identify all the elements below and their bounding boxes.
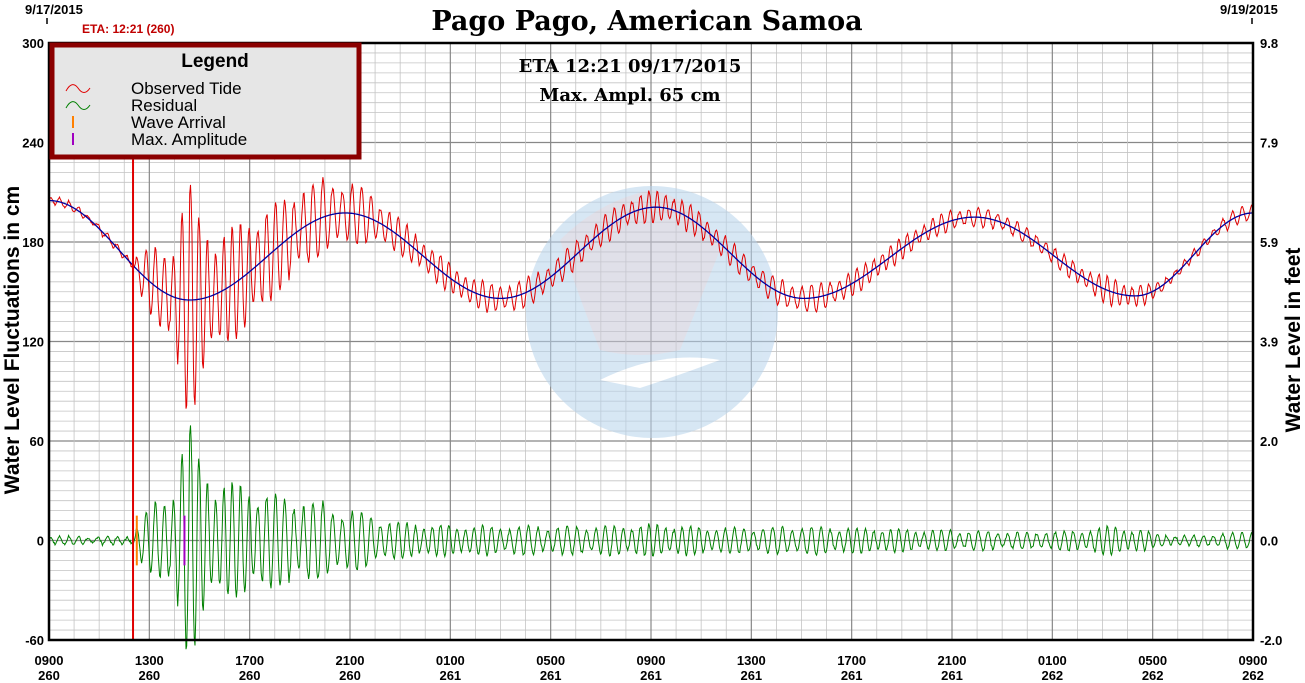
x-tick-time: 0100 bbox=[1038, 653, 1067, 668]
chart-title: Pago Pago, American Samoa bbox=[431, 6, 862, 37]
x-tick-day: 260 bbox=[339, 668, 361, 683]
x-tick-time: 0900 bbox=[35, 653, 64, 668]
right-tick-label: 7.9 bbox=[1260, 136, 1278, 151]
x-tick-day: 262 bbox=[1041, 668, 1063, 683]
legend-observed-tide: Observed Tide bbox=[131, 79, 242, 98]
x-tick-time: 0500 bbox=[1138, 653, 1167, 668]
x-tick-day: 260 bbox=[38, 668, 60, 683]
x-tick-time: 2100 bbox=[336, 653, 365, 668]
x-tick-time: 1700 bbox=[235, 653, 264, 668]
left-tick-label: 0 bbox=[37, 534, 44, 549]
legend-box bbox=[49, 42, 362, 160]
noaa-watermark-logo bbox=[526, 186, 778, 438]
residual-line bbox=[48, 425, 1254, 650]
x-tick-day: 261 bbox=[841, 668, 863, 683]
x-tick-time: 2100 bbox=[938, 653, 967, 668]
left-tick-label: 120 bbox=[22, 335, 44, 350]
legend-wave-arrival: Wave Arrival bbox=[131, 113, 226, 132]
right-tick-label: -2.0 bbox=[1260, 633, 1282, 648]
residual-legend-icon bbox=[65, 101, 91, 110]
legend-title: Legend bbox=[181, 51, 249, 72]
x-tick-day: 261 bbox=[439, 668, 461, 683]
left-tick-label: 60 bbox=[30, 434, 44, 449]
right-tick-label: 9.8 bbox=[1260, 36, 1278, 51]
left-axis-label: Water Level Fluctuations in cm bbox=[1, 186, 24, 494]
x-tick-day: 261 bbox=[540, 668, 562, 683]
observed-tide-legend-icon bbox=[65, 84, 91, 93]
eta-annotation: ETA 12:21 09/17/2015 bbox=[519, 56, 742, 77]
max-amplitude-annotation: Max. Ampl. 65 cm bbox=[539, 85, 720, 106]
x-tick-day: 262 bbox=[1142, 668, 1164, 683]
right-tick-label: 2.0 bbox=[1260, 434, 1278, 449]
end-date-label: 9/19/2015 bbox=[1220, 2, 1278, 17]
x-tick-day: 261 bbox=[941, 668, 963, 683]
right-axis-label: Water Level in feet bbox=[1282, 248, 1305, 433]
right-tick-label: 0.0 bbox=[1260, 534, 1278, 549]
x-tick-day: 260 bbox=[138, 668, 160, 683]
x-tick-time: 1300 bbox=[135, 653, 164, 668]
eta-marker-label: ETA: 12:21 (260) bbox=[82, 22, 174, 36]
start-date-label: 9/17/2015 bbox=[25, 2, 83, 17]
left-tick-label: 180 bbox=[22, 235, 44, 250]
predicted-tide-line bbox=[49, 199, 1253, 301]
legend-residual: Residual bbox=[131, 96, 197, 115]
series-group bbox=[48, 177, 1254, 650]
left-tick-label: -60 bbox=[25, 633, 44, 648]
x-tick-day: 261 bbox=[640, 668, 662, 683]
legend: Legend Observed Tide Residual Wave Arriv… bbox=[49, 42, 362, 160]
x-tick-time: 1300 bbox=[737, 653, 766, 668]
left-tick-label: 240 bbox=[22, 136, 44, 151]
right-tick-label: 5.9 bbox=[1260, 235, 1278, 250]
x-tick-time: 1700 bbox=[837, 653, 866, 668]
x-tick-time: 0100 bbox=[436, 653, 465, 668]
plot-frame bbox=[47, 41, 1255, 642]
right-tick-label: 3.9 bbox=[1260, 335, 1278, 350]
x-tick-day: 261 bbox=[740, 668, 762, 683]
x-tick-day: 262 bbox=[1242, 668, 1264, 683]
legend-max-amplitude: Max. Amplitude bbox=[131, 130, 247, 149]
left-tick-label: 300 bbox=[22, 36, 44, 51]
x-tick-time: 0500 bbox=[536, 653, 565, 668]
x-tick-time: 0900 bbox=[637, 653, 666, 668]
x-tick-day: 260 bbox=[239, 668, 261, 683]
axis-ticks: 300 240 180 120 60 0 -60 9.8 7.9 5.9 3.9 2.0 0.0 -2.0… bbox=[22, 36, 1282, 683]
x-tick-time: 0900 bbox=[1239, 653, 1268, 668]
